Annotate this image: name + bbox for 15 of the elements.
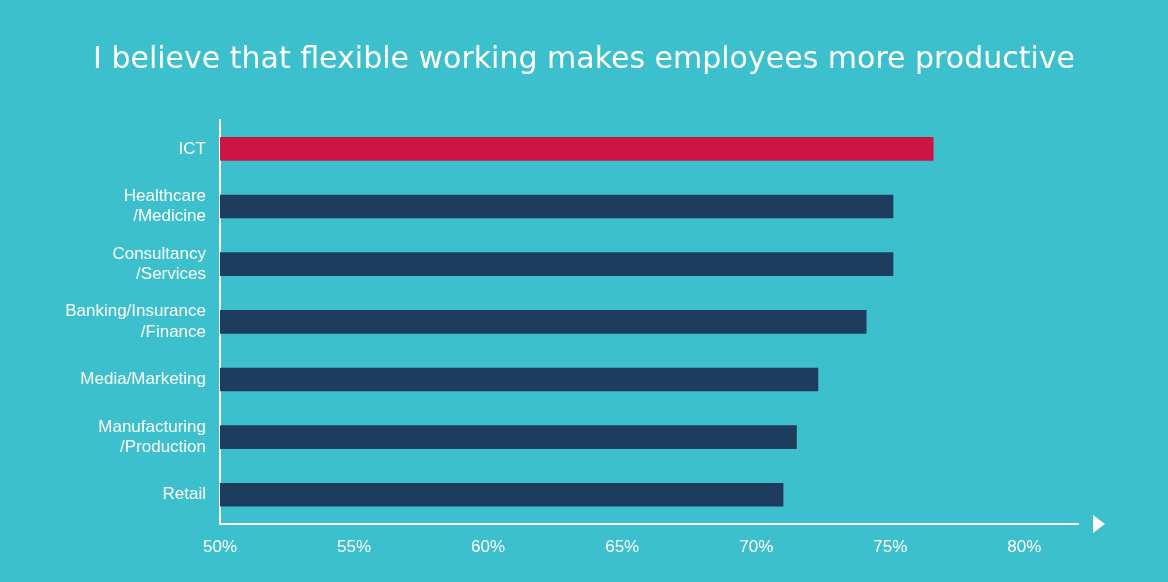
y-tick-label: Manufacturing/Production (98, 416, 206, 456)
y-tick-label: Consultancy/Services (112, 243, 207, 284)
y-tick-label: Retail (162, 484, 206, 504)
x-tick-label: 50% (202, 537, 238, 557)
x-tick-label: 60% (471, 537, 506, 557)
x-tick-label: 80% (1007, 537, 1042, 557)
x-tick-label: 70% (739, 537, 774, 557)
y-tick-label: Banking/Insurance/Finance (65, 301, 206, 341)
chart-title: I believe that flexible working makes employees more productive (92, 40, 1076, 75)
x-tick-label: 65% (605, 537, 640, 557)
x-tick-label: 55% (337, 537, 372, 557)
y-tick-label: Healthcare/Medicine (123, 185, 206, 226)
y-tick-label: Media/Marketing (80, 369, 206, 389)
x-tick-label: 75% (873, 537, 908, 557)
y-tick-label: ICT (178, 138, 206, 158)
